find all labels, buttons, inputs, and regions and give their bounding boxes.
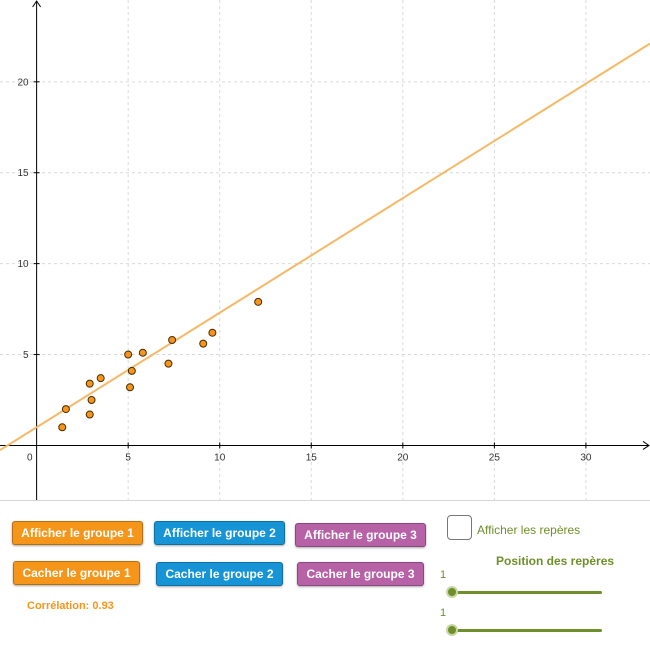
regression-line	[0, 42, 650, 452]
hide-group-1-button[interactable]: Cacher le groupe 1	[13, 561, 140, 585]
y-tick-label: 10	[17, 259, 29, 270]
x-tick-label: 30	[580, 452, 592, 463]
x-axis-arrow	[642, 441, 650, 450]
show-group-3-button[interactable]: Afficher le groupe 3	[295, 523, 426, 547]
slider-handle[interactable]	[446, 624, 458, 636]
control-panel: Afficher le groupe 1 Afficher le groupe …	[0, 500, 650, 651]
x-tick-label: 10	[214, 452, 226, 463]
show-group-2-button[interactable]: Afficher le groupe 2	[154, 521, 285, 545]
slider-track	[452, 629, 602, 632]
correlation-label: Corrélation: 0.93	[27, 600, 114, 612]
slider-2-value: 1	[440, 607, 447, 619]
data-point	[208, 328, 217, 337]
marker-position-slider-2[interactable]	[440, 619, 610, 641]
show-markers-label: Afficher les repères	[477, 523, 581, 537]
data-point	[87, 396, 96, 404]
x-tick-label: 0	[27, 452, 33, 463]
hide-group-3-button[interactable]: Cacher le groupe 3	[297, 562, 424, 586]
data-point	[124, 350, 133, 359]
x-tick-label: 20	[397, 452, 409, 463]
marker-position-slider-1[interactable]	[440, 581, 610, 603]
y-tick-label: 15	[17, 168, 29, 179]
x-tick-label: 25	[489, 452, 501, 463]
data-point	[96, 374, 105, 383]
show-markers-checkbox[interactable]	[447, 515, 472, 540]
data-point	[127, 366, 136, 375]
markers-position-title: Position des repères	[496, 554, 615, 568]
data-point	[61, 405, 70, 414]
tick-labels: 0 5 10 15 20 25 30 5 10 15 20	[17, 77, 591, 463]
data-point	[164, 359, 173, 368]
grid	[0, 0, 650, 500]
slider-1-value: 1	[440, 569, 447, 581]
data-point	[168, 336, 177, 344]
slider-handle[interactable]	[446, 586, 458, 598]
slider-track	[452, 591, 602, 594]
data-points	[58, 297, 263, 432]
data-point	[85, 379, 94, 388]
x-tick-label: 15	[306, 452, 318, 463]
data-point	[254, 297, 263, 306]
scatter-plot: 0 5 10 15 20 25 30 5 10 15 20	[0, 0, 650, 500]
x-tick-label: 5	[125, 452, 131, 463]
data-point	[199, 339, 208, 348]
data-point	[126, 383, 134, 392]
data-point	[58, 423, 67, 432]
y-tick-label: 5	[23, 350, 29, 361]
data-point	[138, 348, 147, 357]
regression-line-group	[0, 42, 650, 452]
y-axis-arrow	[32, 0, 42, 8]
axes	[0, 0, 650, 500]
y-tick-label: 20	[17, 77, 29, 88]
hide-group-2-button[interactable]: Cacher le groupe 2	[156, 562, 283, 586]
data-point	[85, 410, 94, 419]
show-group-1-button[interactable]: Afficher le groupe 1	[12, 521, 143, 545]
